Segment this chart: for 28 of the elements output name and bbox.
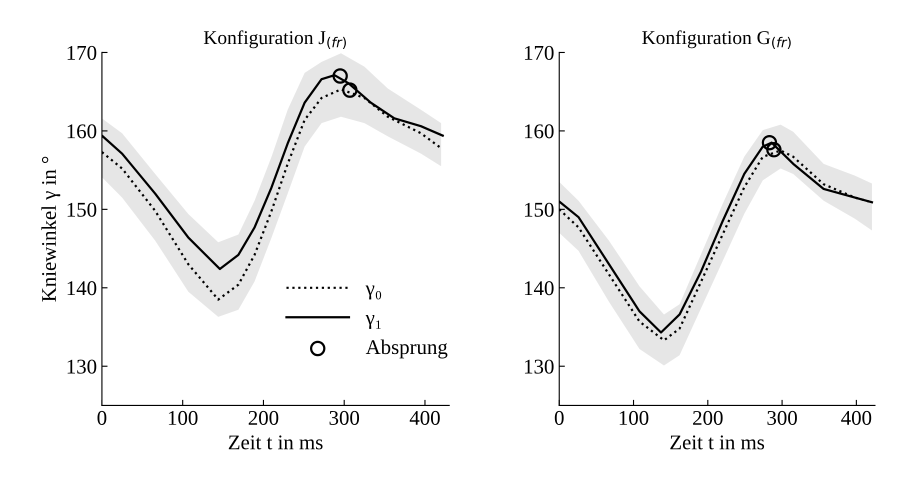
legend-label: γ₀ xyxy=(366,286,382,300)
x-tick-label: 100 xyxy=(168,410,198,425)
chart-title: Konfiguration J$_{(fr)}$ xyxy=(204,30,346,50)
x-tick-label: 0 xyxy=(554,410,564,425)
x-axis-title: Zeit t in ms xyxy=(228,435,323,450)
legend-label: Absprung xyxy=(366,340,448,358)
y-tick-label: 160 xyxy=(68,124,96,138)
x-tick-label: 200 xyxy=(248,410,278,425)
y-tick-label: 130 xyxy=(524,360,554,374)
y-tick-label: 140 xyxy=(524,281,554,296)
y-tick-label: 140 xyxy=(68,281,96,296)
legend-label: γ₁ xyxy=(366,314,381,329)
x-tick-label: 300 xyxy=(767,410,797,425)
x-tick-label: 0 xyxy=(98,410,106,425)
x-tick-label: 400 xyxy=(841,410,872,425)
x-tick-label: 200 xyxy=(693,410,723,425)
x-axis-title: Zeit t in ms xyxy=(670,435,764,450)
x-tick-label: 300 xyxy=(330,410,360,425)
y-tick-label: 130 xyxy=(68,360,96,374)
y-tick-label: 170 xyxy=(524,46,554,60)
y-axis-title: Kniewinkel γ in ° xyxy=(41,156,60,302)
chart-title: Konfiguration G$_{(fr)}$ xyxy=(642,30,791,50)
y-tick-label: 150 xyxy=(524,202,554,217)
y-tick-label: 150 xyxy=(68,202,96,217)
y-tick-label: 170 xyxy=(68,46,96,60)
y-tick-label: 160 xyxy=(524,124,554,138)
x-tick-label: 100 xyxy=(620,410,648,425)
x-tick-label: 400 xyxy=(410,410,440,425)
